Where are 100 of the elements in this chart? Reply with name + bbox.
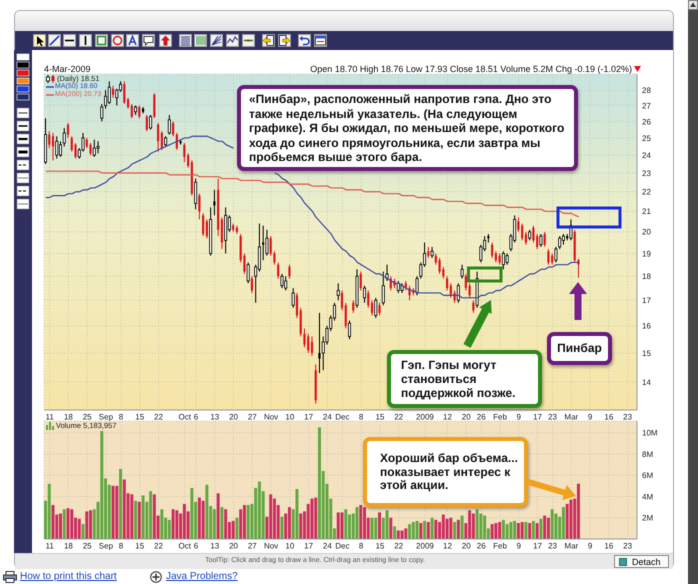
candlestick [547,248,550,266]
x-tick-label: Mar [564,412,579,422]
bar [344,509,348,539]
candlestick [265,229,268,256]
x-tick-label: 17 [304,542,314,551]
candlestick [416,276,419,296]
annotation: Хороший бар объема... показывает интерес к этой акции. [380,451,518,492]
x-tick-label: Dec [335,412,350,422]
callout: «Пинбар», расположенный напротив гэпа. Дно это также недельный указатель. (На следующем графике). Я бы ожидал, по меньшей мере, короткого хода до синего прямоугольника, если завтра мы пробьемся выше этого бара. [237,85,578,171]
bar [246,504,250,539]
x-tick-label: 8 [358,542,364,551]
candlestick [390,276,392,291]
y-tick-label: 20 [642,228,652,237]
bar [539,518,542,539]
bar [374,518,378,539]
candlestick [438,257,441,274]
annotation: Пинбар [557,341,602,355]
bar [562,507,565,539]
x-tick-label: 20 [229,412,239,422]
bar [336,512,340,539]
candlestick [307,333,310,354]
bar [569,500,572,539]
y-tick-label: 16 [642,322,652,331]
candlestick [352,300,354,314]
bar [198,498,201,539]
x-tick-label: 23 [623,412,633,422]
x-tick-label: 26 [476,542,486,551]
annotation: Open 18.70 High 18.76 Low 17.93 Close 18.51 Volume 5.2M Chg -0.19 (-1.02%) [309,64,632,74]
bar [224,509,228,539]
bar [404,528,408,539]
bar [449,518,452,539]
x-tick-label: 8 [118,542,124,551]
x-tick-label: 23 [623,542,633,551]
x-tick-label: 24 [322,412,332,422]
y-tick-label: 8M [642,450,654,459]
y-tick-label: 28 [642,86,652,96]
bar [550,509,554,539]
candlestick [164,136,168,147]
bar [59,513,62,539]
candlestick [363,285,366,304]
bar [434,520,438,539]
y-tick-label: 18 [642,272,652,282]
bar [220,507,224,539]
candlestick [112,85,114,98]
candlestick [108,80,111,104]
candlestick [498,252,501,266]
candlestick [206,218,208,239]
bar [85,511,88,539]
candlestick [172,120,174,137]
bar [82,524,85,539]
x-tick-label: 27 [248,542,258,551]
bar [269,494,272,539]
candlestick [153,92,156,119]
candlestick [123,80,126,104]
x-tick-label: 18 [64,542,74,551]
y-tick-label: 26 [642,117,652,126]
bar [546,518,550,539]
candlestick [491,242,494,258]
candlestick [59,140,62,158]
bar [528,523,532,539]
bar [468,510,472,539]
bar [520,522,524,539]
x-tick-label: 20 [462,412,472,422]
candlestick [55,136,58,160]
y-tick-label: 10M [642,428,658,438]
bar [356,507,359,539]
x-tick-label: 22 [394,412,404,422]
bar [212,509,216,539]
bar [122,479,126,539]
x-tick-label: 22 [154,412,164,422]
candlestick [450,282,452,298]
bar [378,512,382,539]
candlestick [528,229,532,241]
x-tick-label: 15 [375,542,385,551]
x-tick-label: 2009 [416,412,434,422]
y-tick-label: 2M [642,514,654,523]
x-tick-label: 15 [135,542,145,551]
bar [363,507,366,539]
bar [370,518,374,539]
x-tick-label: 25 [82,412,92,422]
bar [389,518,392,539]
bar [190,488,194,539]
candlestick [92,139,96,158]
bar [460,516,464,539]
bar [89,510,92,539]
x-tick-label: 15 [375,412,385,422]
x-tick-label: Feb [493,412,508,422]
candlestick [277,262,280,280]
button: Detach [614,555,669,568]
x-tick-label: 15 [135,412,145,422]
x-tick-label: 17 [533,542,543,551]
callout: Хороший бар объема... показывает интерес к этой акции. [363,437,528,507]
x-tick-label: 12 [443,412,452,422]
candlestick [310,336,314,356]
bar [498,522,502,539]
bar [446,518,449,539]
x-tick-label: 22 [394,542,404,551]
candlestick [446,276,448,291]
y-tick-label: 6M [642,471,654,480]
bar [483,516,486,539]
